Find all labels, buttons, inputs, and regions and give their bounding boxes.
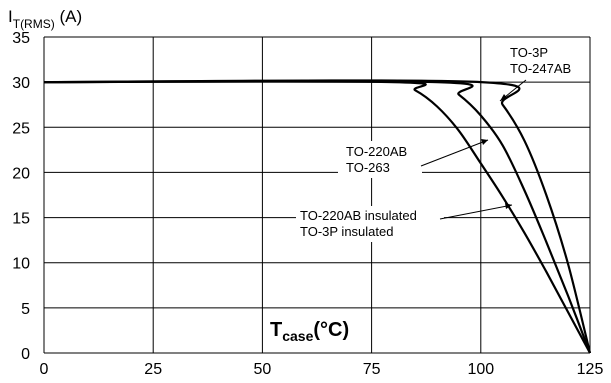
annotation-to220-line2: TO-263 [346,160,390,175]
y-tick-label: 20 [12,165,30,182]
x-tick-label: 0 [40,361,49,378]
y-tick-label: 5 [21,301,30,318]
x-tick-label: 125 [577,361,604,378]
annotation-insulated: TO-220AB insulated TO-3P insulated [296,203,513,242]
x-tick-labels: 0 25 50 75 100 125 [40,361,604,378]
y-tick-labels: 0 5 10 15 20 25 30 35 [12,30,30,363]
annotation-to3p-line2: TO-247AB [510,61,571,76]
annotation-to220: TO-220AB TO-263 [338,139,489,178]
x-tick-label: 50 [254,361,272,378]
x-tick-label: 100 [467,361,494,378]
y-tick-label: 10 [12,256,30,273]
y-tick-label: 25 [12,120,30,137]
x-tick-label: 25 [144,361,162,378]
x-axis-label: Tcase(°C) [270,319,349,344]
annotation-to220-arrowhead [481,139,488,145]
annotation-to3p-arrowhead [500,94,507,101]
annotation-to3p-line1: TO-3P [510,45,548,60]
x-tick-label: 75 [363,361,381,378]
y-tick-label: 15 [12,211,30,228]
y-tick-label: 35 [12,30,30,47]
annotation-insulated-arrow-line [439,204,513,220]
annotation-to3p: TO-3P TO-247AB [499,42,588,102]
y-tick-label: 0 [21,346,30,363]
x-axis-label-bg [266,313,364,343]
annotation-insulated-line1: TO-220AB insulated [300,208,417,223]
series-group [43,79,592,354]
y-axis-label: IT(RMS) (A) [8,7,82,31]
annotation-insulated-line2: TO-3P insulated [300,224,393,239]
annotation-insulated-arrowhead [505,203,512,209]
y-tick-label: 30 [12,75,30,92]
annotation-to220-line1: TO-220AB [346,144,407,159]
annotation-to220-arrow-line [420,139,489,167]
series-line-3 [43,79,592,354]
